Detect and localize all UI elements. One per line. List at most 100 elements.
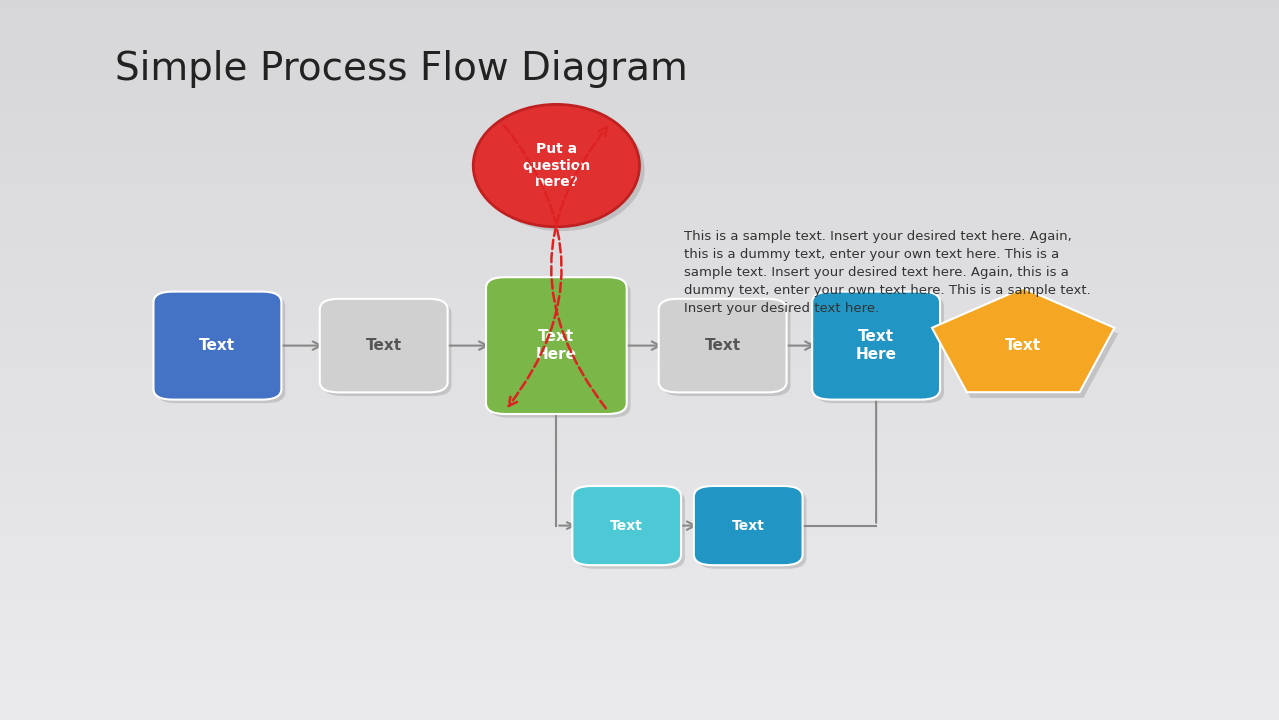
Bar xyxy=(0,230,1279,238)
Bar xyxy=(0,72,1279,79)
Text: Text: Text xyxy=(366,338,402,353)
Bar xyxy=(0,418,1279,425)
FancyBboxPatch shape xyxy=(324,302,451,396)
Text: Simple Process Flow Diagram: Simple Process Flow Diagram xyxy=(115,50,688,89)
Bar xyxy=(0,50,1279,58)
Bar xyxy=(0,670,1279,677)
FancyBboxPatch shape xyxy=(697,490,806,569)
FancyBboxPatch shape xyxy=(153,292,281,400)
Bar xyxy=(0,173,1279,180)
Bar xyxy=(0,662,1279,670)
Bar xyxy=(0,202,1279,209)
Bar xyxy=(0,526,1279,533)
Bar xyxy=(0,310,1279,317)
Text: Put a
question
here?: Put a question here? xyxy=(522,143,591,189)
Bar xyxy=(0,180,1279,187)
FancyBboxPatch shape xyxy=(486,277,627,414)
Bar xyxy=(0,338,1279,346)
Bar xyxy=(0,288,1279,295)
Bar xyxy=(0,605,1279,612)
Bar xyxy=(0,194,1279,202)
Bar xyxy=(0,317,1279,324)
Bar xyxy=(0,634,1279,641)
Bar xyxy=(0,619,1279,626)
Bar xyxy=(0,115,1279,122)
Bar xyxy=(0,36,1279,43)
Bar xyxy=(0,324,1279,331)
Bar xyxy=(0,691,1279,698)
Bar xyxy=(0,259,1279,266)
Bar xyxy=(0,0,1279,7)
Bar xyxy=(0,461,1279,468)
Bar xyxy=(0,576,1279,583)
Bar xyxy=(0,547,1279,554)
Bar xyxy=(0,14,1279,22)
Bar xyxy=(0,713,1279,720)
Bar xyxy=(0,252,1279,259)
Bar xyxy=(0,677,1279,684)
Bar xyxy=(0,432,1279,439)
FancyBboxPatch shape xyxy=(320,299,448,392)
Bar xyxy=(0,497,1279,504)
Bar xyxy=(0,108,1279,115)
Bar xyxy=(0,209,1279,216)
Bar xyxy=(0,274,1279,281)
Bar xyxy=(0,590,1279,598)
Text: Text: Text xyxy=(610,518,643,533)
Ellipse shape xyxy=(478,109,645,231)
Bar xyxy=(0,698,1279,706)
Bar xyxy=(0,187,1279,194)
Bar xyxy=(0,396,1279,403)
Text: This is a sample text. Insert your desired text here. Again,
this is a dummy tex: This is a sample text. Insert your desir… xyxy=(684,230,1091,315)
Bar xyxy=(0,475,1279,482)
Bar xyxy=(0,281,1279,288)
Bar xyxy=(0,58,1279,65)
Bar xyxy=(0,101,1279,108)
Bar xyxy=(0,425,1279,432)
Bar xyxy=(0,562,1279,569)
Bar xyxy=(0,382,1279,389)
Bar xyxy=(0,569,1279,576)
Ellipse shape xyxy=(473,104,640,227)
Bar xyxy=(0,468,1279,475)
Text: Text: Text xyxy=(1005,338,1041,353)
FancyBboxPatch shape xyxy=(693,486,802,565)
Bar xyxy=(0,540,1279,547)
Bar xyxy=(0,511,1279,518)
Bar xyxy=(0,245,1279,252)
Bar xyxy=(0,360,1279,367)
Bar xyxy=(0,533,1279,540)
Bar xyxy=(0,158,1279,166)
Bar xyxy=(0,706,1279,713)
Bar xyxy=(0,151,1279,158)
FancyBboxPatch shape xyxy=(816,295,944,403)
Bar xyxy=(0,374,1279,382)
Bar xyxy=(0,612,1279,619)
FancyBboxPatch shape xyxy=(490,281,631,418)
Bar xyxy=(0,223,1279,230)
Bar xyxy=(0,43,1279,50)
Bar xyxy=(0,266,1279,274)
Bar xyxy=(0,94,1279,101)
Bar xyxy=(0,295,1279,302)
Bar xyxy=(0,130,1279,137)
Bar xyxy=(0,122,1279,130)
Text: Text: Text xyxy=(732,518,765,533)
FancyBboxPatch shape xyxy=(659,299,787,392)
Bar xyxy=(0,446,1279,454)
FancyBboxPatch shape xyxy=(576,490,684,569)
Text: Text: Text xyxy=(200,338,235,353)
Bar xyxy=(0,389,1279,396)
Bar xyxy=(0,7,1279,14)
Bar xyxy=(0,648,1279,655)
Bar xyxy=(0,583,1279,590)
Bar xyxy=(0,331,1279,338)
Bar xyxy=(0,353,1279,360)
Bar xyxy=(0,684,1279,691)
Bar xyxy=(0,65,1279,72)
Bar xyxy=(0,490,1279,497)
Text: Text
Here: Text Here xyxy=(856,330,897,361)
Bar xyxy=(0,216,1279,223)
Bar xyxy=(0,22,1279,29)
Bar xyxy=(0,518,1279,526)
